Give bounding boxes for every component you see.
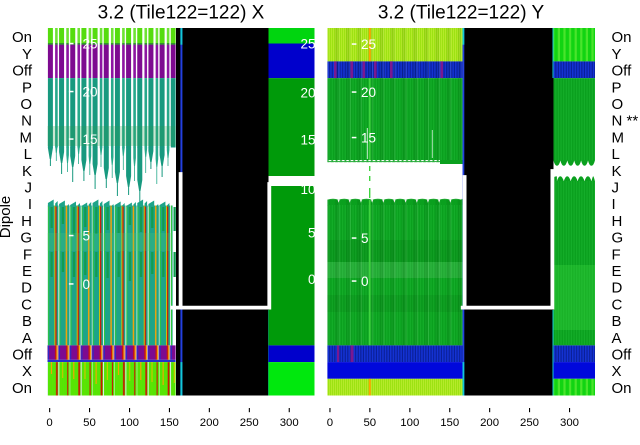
svg-text:B: B	[22, 313, 32, 330]
svg-text:25: 25	[361, 37, 376, 52]
svg-text:C: C	[612, 296, 623, 313]
svg-text:K: K	[612, 163, 622, 180]
svg-text:250: 250	[240, 417, 259, 429]
svg-text:A: A	[612, 330, 622, 347]
svg-text:On: On	[612, 29, 632, 46]
svg-text:0: 0	[83, 277, 91, 292]
svg-text:On: On	[612, 380, 632, 397]
svg-text:M: M	[612, 129, 625, 146]
svg-text:0: 0	[46, 417, 52, 429]
svg-text:J: J	[25, 179, 33, 196]
svg-text:D: D	[21, 280, 32, 297]
svg-text:E: E	[22, 263, 32, 280]
svg-text:250: 250	[520, 417, 539, 429]
svg-text:Off: Off	[612, 347, 633, 364]
svg-text:I: I	[28, 196, 32, 213]
svg-text:200: 200	[200, 417, 219, 429]
svg-text:100: 100	[400, 417, 419, 429]
svg-text:15: 15	[83, 132, 98, 147]
svg-text:X: X	[612, 363, 622, 380]
svg-text:X: X	[22, 363, 32, 380]
svg-text:300: 300	[280, 417, 299, 429]
svg-text:0: 0	[361, 274, 369, 289]
svg-text:300: 300	[560, 417, 579, 429]
svg-text:C: C	[21, 296, 32, 313]
svg-text:G: G	[612, 230, 624, 247]
svg-text:200: 200	[480, 417, 499, 429]
svg-text:B: B	[612, 313, 622, 330]
svg-text:20: 20	[361, 85, 376, 100]
svg-text:On: On	[12, 380, 32, 397]
svg-text:J: J	[612, 179, 620, 196]
svg-text:D: D	[612, 280, 623, 297]
svg-text:10: 10	[300, 182, 315, 197]
svg-text:K: K	[22, 163, 32, 180]
svg-text:15: 15	[300, 132, 315, 147]
svg-text:H: H	[612, 213, 623, 230]
svg-text:5: 5	[361, 231, 369, 246]
svg-text:Off: Off	[12, 63, 33, 80]
svg-text:F: F	[23, 246, 32, 263]
svg-text:N: N	[21, 113, 32, 130]
svg-text:H: H	[21, 213, 32, 230]
svg-text:E: E	[612, 263, 622, 280]
svg-text:I: I	[612, 196, 616, 213]
svg-text:P: P	[612, 79, 622, 96]
svg-text:L: L	[612, 146, 620, 163]
svg-text:3.2 (Tile122=122) X: 3.2 (Tile122=122) X	[98, 3, 265, 24]
svg-text:Y: Y	[22, 46, 32, 63]
svg-text:20: 20	[300, 85, 315, 100]
svg-text:Y: Y	[612, 46, 622, 63]
svg-text:50: 50	[83, 417, 96, 429]
svg-text:100: 100	[120, 417, 139, 429]
svg-text:5: 5	[83, 228, 91, 243]
svg-text:F: F	[612, 246, 621, 263]
svg-text:20: 20	[83, 84, 98, 99]
svg-text:L: L	[24, 146, 32, 163]
svg-text:Off: Off	[612, 63, 633, 80]
svg-text:M: M	[20, 129, 33, 146]
svg-text:15: 15	[361, 130, 376, 145]
svg-text:A: A	[22, 330, 32, 347]
svg-text:On: On	[12, 29, 32, 46]
svg-text:25: 25	[83, 36, 98, 51]
svg-text:G: G	[20, 230, 32, 247]
svg-text:0: 0	[308, 272, 316, 287]
svg-text:25: 25	[300, 36, 315, 51]
svg-text:Dipole: Dipole	[0, 196, 14, 239]
svg-text:O: O	[20, 96, 32, 113]
svg-text:50: 50	[363, 417, 376, 429]
svg-text:5: 5	[308, 225, 316, 240]
svg-text:Off: Off	[12, 347, 33, 364]
svg-text:0: 0	[327, 417, 333, 429]
svg-text:150: 150	[160, 417, 179, 429]
svg-text:P: P	[22, 79, 32, 96]
svg-text:150: 150	[440, 417, 459, 429]
svg-text:N **: N **	[612, 113, 639, 130]
svg-text:O: O	[612, 96, 624, 113]
svg-text:3.2 (Tile122=122) Y: 3.2 (Tile122=122) Y	[378, 3, 545, 24]
